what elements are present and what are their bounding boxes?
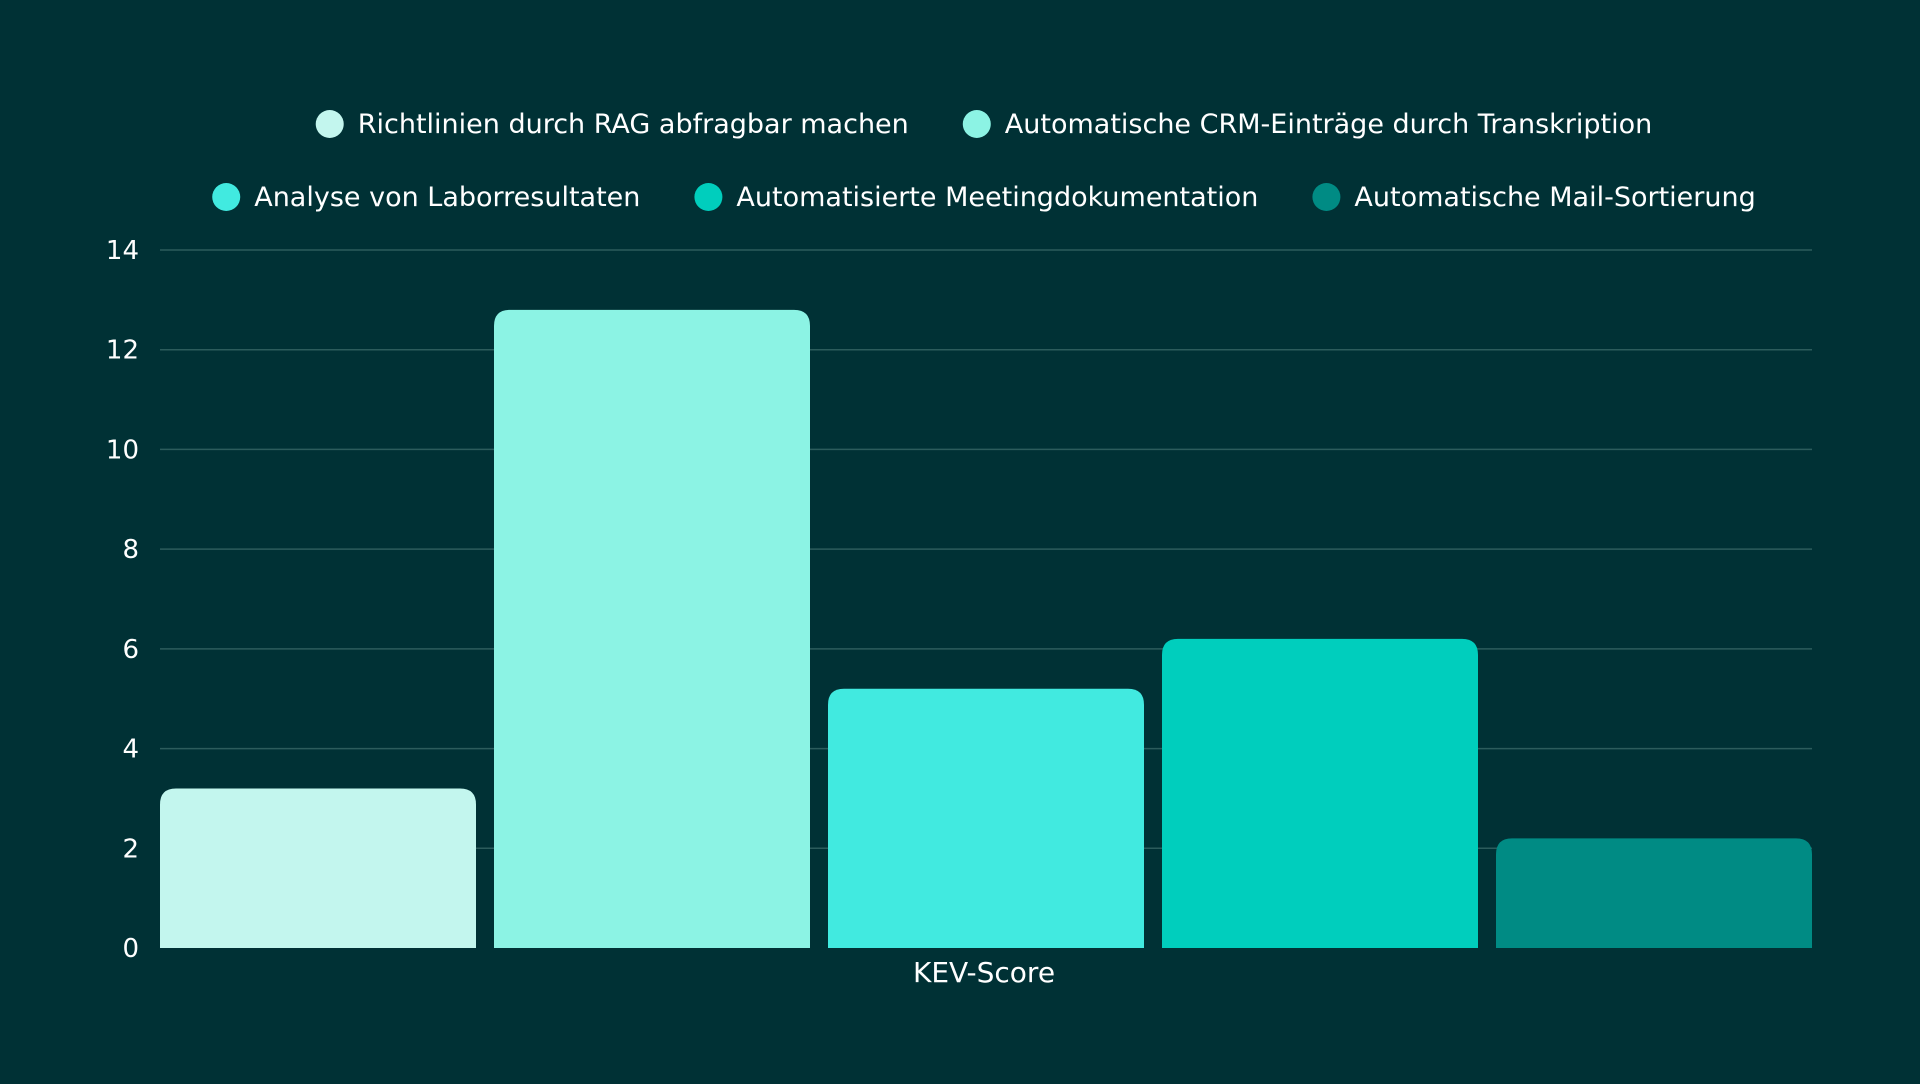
legend-marker [212, 183, 241, 211]
bars [160, 309, 1812, 948]
y-tick-label: 8 [122, 535, 139, 565]
y-tick-label: 14 [106, 236, 139, 266]
x-category-label: KEV-Score [913, 956, 1055, 989]
legend-marker [694, 183, 723, 211]
legend-label: Automatische Mail-Sortierung [1354, 182, 1755, 213]
legend-label: Automatische CRM-Einträge durch Transkri… [1005, 109, 1652, 140]
y-tick-label: 4 [122, 735, 139, 765]
y-axis-ticks: 0 2 4 6 8 10 12 14 [106, 236, 139, 964]
legend-marker [1312, 183, 1341, 211]
y-tick-label: 12 [106, 336, 139, 366]
bar [1496, 838, 1812, 948]
bar [1162, 638, 1478, 948]
grid-layer [160, 249, 1812, 850]
legend-label: Richtlinien durch RAG abfragbar machen [358, 109, 909, 140]
y-tick-label: 2 [122, 834, 139, 864]
y-tick-label: 0 [122, 934, 139, 964]
y-tick-label: 10 [106, 435, 139, 465]
legend-marker [315, 110, 344, 138]
legend: Richtlinien durch RAG abfragbar machen Au… [212, 109, 1756, 213]
bar [828, 688, 1144, 948]
y-tick-label: 6 [122, 635, 139, 665]
legend-marker [962, 110, 991, 138]
legend-label: Analyse von Laborresultaten [254, 182, 640, 213]
legend-label: Automatisierte Meetingdokumentation [736, 182, 1258, 213]
bar [160, 788, 476, 948]
bar [494, 309, 810, 948]
